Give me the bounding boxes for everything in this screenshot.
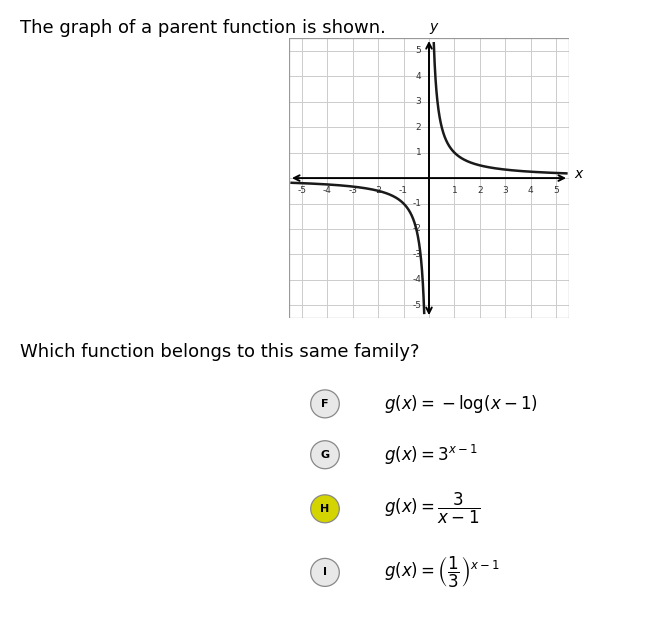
Text: $g(x) = 3^{x-1}$: $g(x) = 3^{x-1}$ — [384, 443, 478, 467]
Text: -2: -2 — [374, 186, 383, 195]
Text: 2: 2 — [477, 186, 483, 195]
Text: $g(x) = -\log(x - 1)$: $g(x) = -\log(x - 1)$ — [384, 393, 538, 415]
Text: 4: 4 — [416, 72, 421, 81]
Text: 2: 2 — [416, 123, 421, 132]
Text: -3: -3 — [412, 250, 421, 259]
Text: $g(x) = \left(\dfrac{1}{3}\right)^{x-1}$: $g(x) = \left(\dfrac{1}{3}\right)^{x-1}$ — [384, 555, 499, 590]
Text: 5: 5 — [553, 186, 559, 195]
Text: H: H — [320, 504, 330, 514]
Text: 1: 1 — [452, 186, 458, 195]
Text: -1: -1 — [399, 186, 408, 195]
Text: 5: 5 — [415, 46, 421, 55]
Text: -2: -2 — [413, 225, 421, 233]
Text: The graph of a parent function is shown.: The graph of a parent function is shown. — [20, 19, 385, 37]
Text: 1: 1 — [415, 148, 421, 157]
Text: -4: -4 — [413, 275, 421, 284]
Text: I: I — [323, 567, 327, 577]
Text: G: G — [320, 450, 330, 460]
Text: F: F — [321, 399, 329, 409]
Text: y: y — [430, 20, 437, 34]
Text: 4: 4 — [528, 186, 534, 195]
Text: x: x — [574, 167, 582, 181]
Text: -5: -5 — [412, 301, 421, 310]
Text: -5: -5 — [297, 186, 306, 195]
Text: 3: 3 — [502, 186, 508, 195]
Text: Which function belongs to this same family?: Which function belongs to this same fami… — [20, 343, 419, 361]
Text: -1: -1 — [412, 199, 421, 208]
Text: 3: 3 — [415, 97, 421, 106]
Text: -4: -4 — [323, 186, 332, 195]
Text: $g(x) = \dfrac{3}{x - 1}$: $g(x) = \dfrac{3}{x - 1}$ — [384, 491, 480, 527]
Text: -3: -3 — [348, 186, 358, 195]
